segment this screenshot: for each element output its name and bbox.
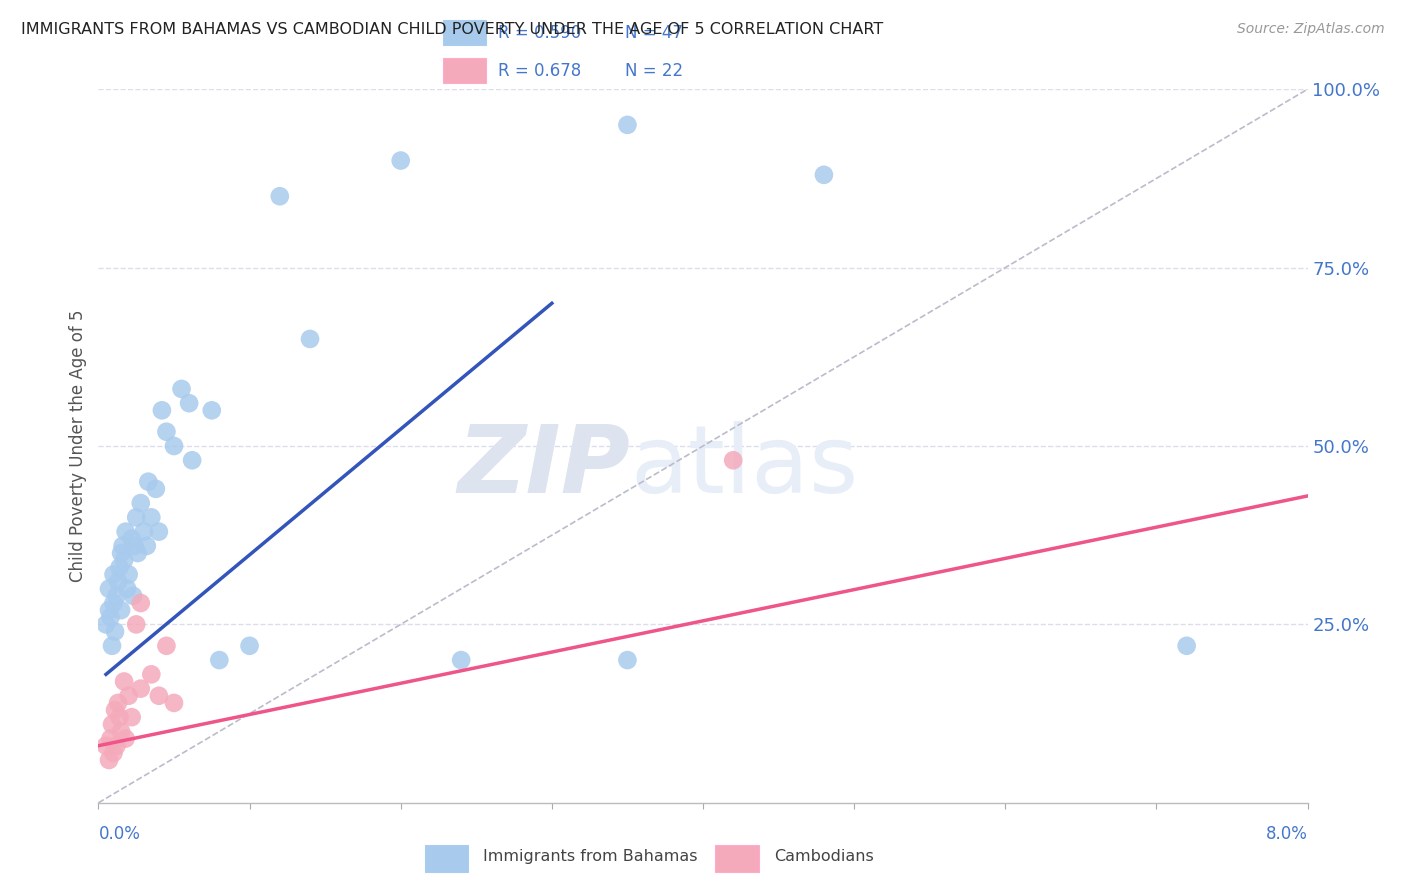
Point — [124, 539, 146, 553]
Text: N = 47: N = 47 — [624, 24, 683, 42]
Point — [135, 539, 157, 553]
Point — [136, 475, 159, 489]
Point — [100, 731, 122, 746]
Text: 8.0%: 8.0% — [1265, 825, 1308, 843]
Point — [107, 696, 129, 710]
Text: ZIP: ZIP — [457, 421, 630, 514]
Point — [150, 403, 173, 417]
Text: R = 0.678: R = 0.678 — [498, 62, 581, 79]
Point — [105, 589, 128, 603]
Point — [127, 546, 149, 560]
Text: Immigrants from Bahamas: Immigrants from Bahamas — [484, 849, 697, 863]
Point — [269, 189, 291, 203]
Point — [110, 603, 132, 617]
Bar — [425, 846, 468, 872]
Point — [98, 603, 121, 617]
Text: R = 0.590: R = 0.590 — [498, 24, 581, 42]
Point — [389, 153, 412, 168]
Point — [616, 653, 638, 667]
Point — [114, 524, 136, 539]
Text: atlas: atlas — [630, 421, 859, 514]
Point — [105, 739, 128, 753]
Text: Source: ZipAtlas.com: Source: ZipAtlas.com — [1237, 22, 1385, 37]
Point — [148, 689, 170, 703]
Point — [163, 696, 186, 710]
Point — [101, 717, 124, 731]
Point — [298, 332, 321, 346]
Point — [129, 681, 152, 696]
Point — [1175, 639, 1198, 653]
Point — [129, 596, 152, 610]
Point — [108, 560, 131, 574]
Point — [94, 739, 117, 753]
Point — [155, 639, 177, 653]
Point — [118, 567, 141, 582]
Text: Cambodians: Cambodians — [775, 849, 875, 863]
Point — [103, 746, 125, 760]
Point — [103, 567, 125, 582]
Text: 0.0%: 0.0% — [98, 825, 141, 843]
Point — [101, 639, 124, 653]
Point — [125, 510, 148, 524]
Point — [148, 524, 170, 539]
Point — [201, 403, 224, 417]
Point — [115, 582, 138, 596]
Point — [98, 753, 121, 767]
Point — [450, 653, 472, 667]
Point — [112, 674, 135, 689]
Point — [94, 617, 117, 632]
Point — [118, 689, 141, 703]
Point — [100, 610, 122, 624]
Point — [111, 539, 134, 553]
Point — [177, 396, 201, 410]
Point — [122, 589, 145, 603]
Point — [114, 731, 136, 746]
Point — [170, 382, 193, 396]
Bar — [716, 846, 759, 872]
Point — [121, 532, 143, 546]
Point — [723, 453, 745, 467]
Point — [181, 453, 204, 467]
Point — [98, 582, 121, 596]
Text: N = 22: N = 22 — [624, 62, 683, 79]
Point — [125, 617, 148, 632]
Bar — [443, 20, 486, 45]
Point — [104, 624, 127, 639]
Point — [141, 510, 163, 524]
Point — [121, 710, 143, 724]
Point — [813, 168, 835, 182]
Point — [239, 639, 262, 653]
Bar — [443, 58, 486, 84]
Point — [141, 667, 163, 681]
Point — [132, 524, 155, 539]
Point — [110, 546, 132, 560]
Point — [108, 710, 131, 724]
Point — [163, 439, 186, 453]
Point — [616, 118, 638, 132]
Point — [155, 425, 177, 439]
Point — [110, 724, 132, 739]
Point — [107, 574, 129, 589]
Text: IMMIGRANTS FROM BAHAMAS VS CAMBODIAN CHILD POVERTY UNDER THE AGE OF 5 CORRELATIO: IMMIGRANTS FROM BAHAMAS VS CAMBODIAN CHI… — [21, 22, 883, 37]
Point — [129, 496, 152, 510]
Point — [145, 482, 167, 496]
Y-axis label: Child Poverty Under the Age of 5: Child Poverty Under the Age of 5 — [69, 310, 87, 582]
Point — [103, 596, 125, 610]
Point — [112, 553, 135, 567]
Point — [104, 703, 127, 717]
Point — [208, 653, 231, 667]
